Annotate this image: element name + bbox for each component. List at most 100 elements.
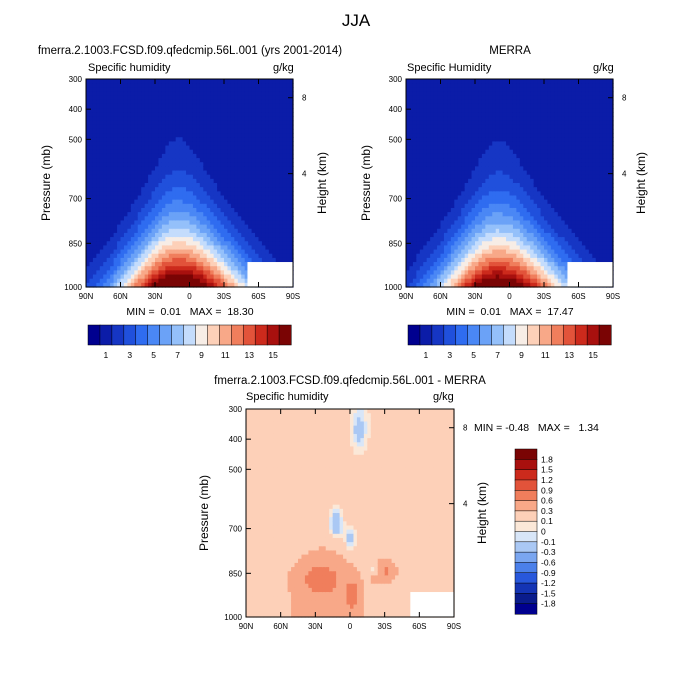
field-cell [409,199,414,205]
field-cell [430,232,435,238]
field-cell [516,237,521,242]
field-cell [99,224,104,230]
field-cell [268,120,273,126]
field-cell [509,128,514,134]
field-cell [110,120,115,126]
field-cell [248,216,253,222]
field-cell [213,237,218,242]
field-cell [454,83,459,88]
field-cell [447,79,452,84]
field-cell [272,149,277,155]
field-cell [492,220,497,226]
field-cell [430,241,435,246]
field-cell [450,95,455,101]
field-cell [117,253,122,259]
field-cell [461,79,466,84]
field-cell [158,183,163,188]
field-cell [471,262,476,267]
field-cell [206,158,211,163]
field-cell [99,99,104,105]
field-cell [120,128,125,134]
field-cell [416,195,421,201]
field-cell [440,183,445,188]
field-cell [179,108,184,113]
field-cell [519,237,524,242]
field-cell [144,187,149,192]
field-cell [137,178,142,184]
field-cell [127,83,132,88]
field-cell [134,120,139,126]
field-cell [161,216,166,222]
field-cell [110,133,115,138]
field-cell [189,166,194,172]
field-cell [509,141,514,147]
field-cell [168,178,173,184]
field-cell [244,282,249,288]
field-cell [471,166,476,172]
field-cell [168,228,173,234]
y-tick-label: 1000 [64,283,82,292]
field-cell [478,99,483,105]
field-cell [261,187,266,192]
field-cell [523,153,528,159]
field-cell [433,166,438,172]
field-cell [409,99,414,105]
field-cell [182,166,187,172]
field-cell [286,153,291,159]
field-cell [492,124,497,130]
field-cell [192,220,197,226]
field-cell [454,249,459,255]
field-cell [117,187,122,192]
field-cell [530,228,535,234]
field-cell [220,220,225,226]
field-cell [268,133,273,138]
field-cell [272,133,277,138]
field-cell [179,262,184,267]
field-cell [151,274,156,280]
field-cell [430,195,435,201]
field-cell [248,199,253,205]
field-cell [151,153,156,159]
field-cell [227,133,232,138]
field-cell [464,91,469,97]
field-cell [165,133,170,138]
field-cell [103,166,108,172]
field-cell [265,203,270,209]
field-cell [419,162,424,167]
field-cell [192,112,197,118]
field-cell [509,145,514,151]
field-cell [516,103,521,109]
field-cell [175,166,180,172]
field-cell [158,124,163,130]
field-cell [151,237,156,242]
field-cell [130,178,135,184]
field-cell [89,103,94,109]
field-cell [495,282,500,288]
field-cell [186,178,191,184]
field-cell [86,274,91,280]
field-cell [282,153,287,159]
field-cell [210,191,215,197]
field-cell [96,103,101,109]
field-cell [523,187,528,192]
field-cell [447,249,452,255]
field-cell [282,187,287,192]
field-cell [430,158,435,163]
field-cell [265,128,270,134]
field-cell [523,178,528,184]
field-cell [485,199,490,205]
field-cell [499,228,504,234]
field-cell [471,199,476,205]
field-cell [224,87,229,93]
field-cell [96,207,101,213]
field-cell [230,245,235,251]
field-cell [530,149,535,155]
field-cell [206,262,211,267]
field-cell [506,274,511,280]
field-cell [478,79,483,84]
field-cell [461,245,466,251]
field-cell [478,124,483,130]
field-cell [289,91,294,97]
field-cell [155,91,160,97]
field-cell [268,153,273,159]
